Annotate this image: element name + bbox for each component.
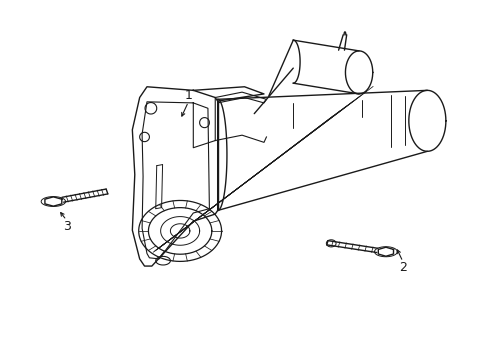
Text: 1: 1 bbox=[184, 89, 192, 102]
Text: 3: 3 bbox=[62, 220, 70, 233]
Text: 2: 2 bbox=[398, 261, 406, 274]
